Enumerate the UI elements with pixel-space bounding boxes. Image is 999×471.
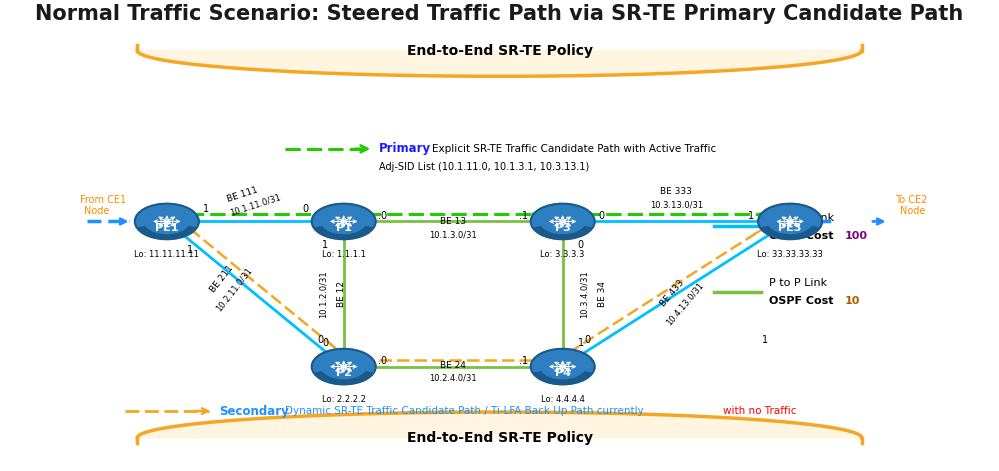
- Polygon shape: [137, 50, 862, 76]
- Text: Lo: 33.33.33.33: Lo: 33.33.33.33: [757, 250, 823, 259]
- Text: BE 24: BE 24: [441, 361, 467, 370]
- Text: with no Traffic: with no Traffic: [722, 406, 796, 416]
- Text: Lo: 1.1.1.1: Lo: 1.1.1.1: [322, 250, 366, 259]
- Text: .0: .0: [378, 211, 387, 220]
- Text: 0: 0: [598, 211, 604, 220]
- Text: Explicit SR-TE Traffic Candidate Path with Active Traffic: Explicit SR-TE Traffic Candidate Path wi…: [433, 144, 716, 154]
- Text: Node: Node: [84, 206, 110, 216]
- Text: Lo: 3.3.3.3: Lo: 3.3.3.3: [540, 250, 584, 259]
- Text: BE 13: BE 13: [441, 217, 467, 226]
- Text: BE 433: BE 433: [658, 278, 685, 308]
- Text: 1: 1: [323, 240, 329, 250]
- Text: BE 211: BE 211: [208, 264, 235, 294]
- Text: 10: 10: [845, 296, 860, 306]
- Text: OSPF Cost: OSPF Cost: [769, 296, 837, 306]
- Wedge shape: [532, 371, 592, 384]
- Text: 1: 1: [188, 244, 194, 254]
- Text: Node: Node: [899, 206, 925, 216]
- Text: To CE2: To CE2: [895, 195, 928, 205]
- Text: Lo: 11.11.11.11: Lo: 11.11.11.11: [135, 250, 199, 259]
- Text: End-to-End SR-TE Policy: End-to-End SR-TE Policy: [407, 431, 592, 445]
- Text: Adj-SID List (10.1.11.0, 10.1.3.1, 10.3.13.1): Adj-SID List (10.1.11.0, 10.1.3.1, 10.3.…: [379, 162, 589, 171]
- Circle shape: [758, 203, 822, 239]
- Text: BE 12: BE 12: [337, 281, 346, 307]
- Text: 0: 0: [317, 335, 323, 345]
- Text: PE1: PE1: [155, 223, 179, 233]
- Text: Primary: Primary: [379, 142, 432, 155]
- Text: 10.3.4.0/31: 10.3.4.0/31: [579, 270, 588, 318]
- Text: 1: 1: [203, 204, 209, 214]
- Text: Lo: 4.4.4.4: Lo: 4.4.4.4: [540, 395, 584, 404]
- Text: 100: 100: [845, 230, 868, 241]
- Wedge shape: [137, 226, 197, 239]
- Text: Normal Traffic Scenario: Steered Traffic Path via SR-TE Primary Candidate Path: Normal Traffic Scenario: Steered Traffic…: [35, 4, 964, 24]
- Wedge shape: [532, 226, 592, 239]
- Text: 1: 1: [748, 211, 754, 220]
- Wedge shape: [314, 226, 374, 239]
- Text: 0: 0: [584, 335, 591, 345]
- Text: End-to-End SR-TE Policy: End-to-End SR-TE Policy: [407, 43, 592, 57]
- Text: 10.2.11.0/31: 10.2.11.0/31: [215, 266, 254, 313]
- Text: P4: P4: [554, 368, 570, 378]
- Text: .1: .1: [519, 211, 528, 220]
- Text: 0: 0: [323, 338, 329, 348]
- Text: 10.1.11.0/31: 10.1.11.0/31: [229, 193, 282, 218]
- Text: P1: P1: [336, 223, 352, 233]
- Wedge shape: [760, 226, 820, 239]
- Text: 10.3.13.0/31: 10.3.13.0/31: [649, 201, 703, 210]
- Text: P to PE Link: P to PE Link: [769, 213, 834, 223]
- Text: BE 333: BE 333: [660, 187, 692, 196]
- Circle shape: [312, 349, 376, 384]
- Text: P3: P3: [554, 223, 570, 233]
- Text: .0: .0: [378, 356, 387, 365]
- Text: 0: 0: [577, 240, 584, 250]
- Text: Lo: 2.2.2.2: Lo: 2.2.2.2: [322, 395, 366, 404]
- Text: 10.4.13.0/31: 10.4.13.0/31: [664, 280, 705, 326]
- Text: 10.1.3.0/31: 10.1.3.0/31: [430, 230, 478, 239]
- Text: 0: 0: [302, 204, 308, 214]
- Text: 1: 1: [761, 335, 768, 345]
- Text: 1: 1: [577, 338, 584, 348]
- Circle shape: [312, 203, 376, 239]
- Text: P to P Link: P to P Link: [769, 278, 827, 288]
- Text: BE 111: BE 111: [226, 186, 259, 204]
- Polygon shape: [137, 412, 862, 438]
- Text: .1: .1: [519, 356, 528, 365]
- Wedge shape: [314, 371, 374, 384]
- Text: Secondary: Secondary: [219, 405, 289, 418]
- Text: 10.1.2.0/31: 10.1.2.0/31: [318, 270, 327, 318]
- Text: From CE1: From CE1: [80, 195, 126, 205]
- Circle shape: [530, 203, 594, 239]
- Text: Dynamic SR-TE Traffic Candidate Path / Ti-LFA Back Up Path currently: Dynamic SR-TE Traffic Candidate Path / T…: [285, 406, 643, 416]
- Circle shape: [530, 349, 594, 384]
- Circle shape: [135, 203, 199, 239]
- Text: BE 34: BE 34: [597, 281, 606, 307]
- Text: PE3: PE3: [778, 223, 802, 233]
- Text: 10.2.4.0/31: 10.2.4.0/31: [430, 374, 477, 383]
- Text: P2: P2: [336, 368, 352, 378]
- Text: OSPF Cost: OSPF Cost: [769, 230, 837, 241]
